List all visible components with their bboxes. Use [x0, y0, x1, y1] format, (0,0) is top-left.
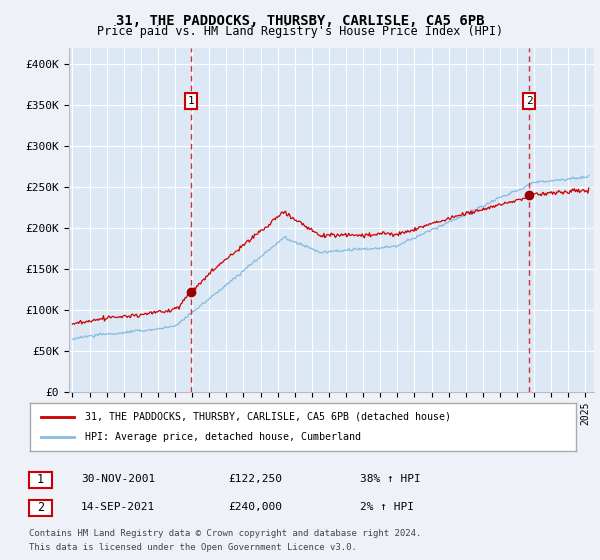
Text: 2: 2: [526, 96, 533, 106]
Text: HPI: Average price, detached house, Cumberland: HPI: Average price, detached house, Cumb…: [85, 432, 361, 442]
Text: 31, THE PADDOCKS, THURSBY, CARLISLE, CA5 6PB: 31, THE PADDOCKS, THURSBY, CARLISLE, CA5…: [116, 14, 484, 28]
Text: 38% ↑ HPI: 38% ↑ HPI: [360, 474, 421, 484]
Text: 30-NOV-2001: 30-NOV-2001: [81, 474, 155, 484]
Text: Contains HM Land Registry data © Crown copyright and database right 2024.: Contains HM Land Registry data © Crown c…: [29, 529, 421, 538]
Text: 2: 2: [37, 501, 44, 515]
Text: 2% ↑ HPI: 2% ↑ HPI: [360, 502, 414, 512]
Text: 14-SEP-2021: 14-SEP-2021: [81, 502, 155, 512]
Text: £240,000: £240,000: [228, 502, 282, 512]
Text: 31, THE PADDOCKS, THURSBY, CARLISLE, CA5 6PB (detached house): 31, THE PADDOCKS, THURSBY, CARLISLE, CA5…: [85, 412, 451, 422]
Text: This data is licensed under the Open Government Licence v3.0.: This data is licensed under the Open Gov…: [29, 543, 356, 552]
Text: Price paid vs. HM Land Registry's House Price Index (HPI): Price paid vs. HM Land Registry's House …: [97, 25, 503, 38]
Text: 1: 1: [37, 473, 44, 487]
Text: £122,250: £122,250: [228, 474, 282, 484]
Text: 1: 1: [187, 96, 194, 106]
